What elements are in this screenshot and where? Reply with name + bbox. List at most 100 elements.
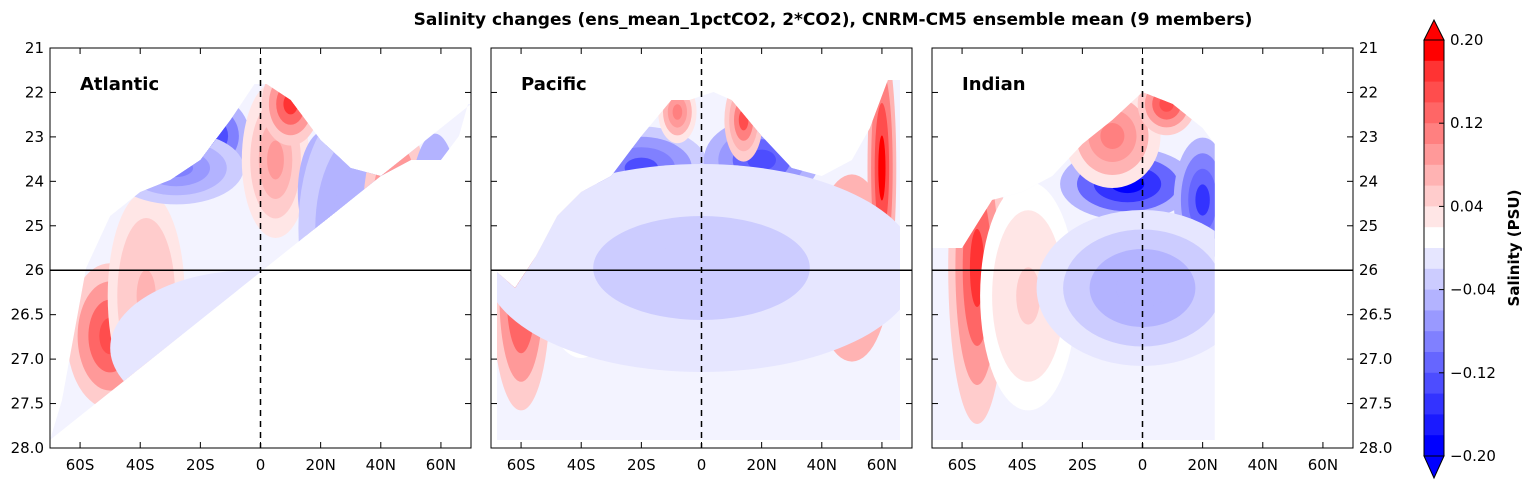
colorbar-cell xyxy=(1424,352,1444,374)
x-tick-label: 20S xyxy=(627,456,656,474)
y-tick-label: 25 xyxy=(25,217,44,235)
contour-blob xyxy=(747,149,776,171)
y-tick-label: 21 xyxy=(25,39,44,57)
colorbar-min-arrow xyxy=(1423,455,1445,480)
contour-blob xyxy=(461,175,469,201)
y-tick-label: 27.0 xyxy=(11,350,44,368)
colorbar-frame xyxy=(1423,39,1445,457)
contour-blob xyxy=(1116,268,1169,308)
y-tick-label: 23 xyxy=(25,128,44,146)
colorbar-cell xyxy=(1424,268,1444,291)
x-tick-label: 20S xyxy=(1068,456,1097,474)
basin-label: Indian xyxy=(962,74,1026,95)
contour-blob xyxy=(457,162,471,214)
contour-blob xyxy=(427,219,443,277)
contour-blob xyxy=(407,289,427,383)
colorbar-cell xyxy=(1424,164,1444,187)
y-tick-label-right: 26 xyxy=(1359,261,1378,279)
contour-blob xyxy=(159,158,194,178)
colorbar-cell xyxy=(1424,144,1444,166)
y-tick-label: 28.0 xyxy=(11,439,44,457)
contour-blob xyxy=(1100,123,1125,149)
colorbar-tick-label: −0.12 xyxy=(1450,364,1496,382)
x-tick-label: 0 xyxy=(256,456,266,474)
x-tick-label: 60S xyxy=(948,456,977,474)
x-tick-label: 40N xyxy=(366,456,396,474)
contour-blob xyxy=(379,170,413,286)
colorbar-cell xyxy=(1424,227,1444,249)
colorbar-cell xyxy=(1424,435,1444,457)
panels: Atlantic 60S 40S 20S 0 20N 40N 60N 21 22 23 24 25 26 2… xyxy=(11,39,1393,474)
colorbar-cell xyxy=(1424,310,1444,332)
contour-blob xyxy=(406,133,464,363)
contour-blob xyxy=(878,135,886,201)
x-tick-label: 0 xyxy=(697,456,707,474)
contour-blob xyxy=(370,142,422,314)
contour-blob xyxy=(412,312,422,360)
y-tick-label: 26.5 xyxy=(11,306,44,324)
y-tick-label-right: 23 xyxy=(1359,128,1378,146)
contour-blob xyxy=(1195,184,1210,216)
colorbar-tick-label: 0.12 xyxy=(1450,114,1483,132)
x-tick-label: 20N xyxy=(305,456,335,474)
colorbar-tick-label: −0.04 xyxy=(1450,281,1496,299)
contour-blob xyxy=(450,136,471,240)
colorbar-tick-label: 0.04 xyxy=(1450,197,1483,215)
colorbar-cell xyxy=(1424,40,1444,62)
x-tick-label: 60S xyxy=(507,456,536,474)
colorbar-cell xyxy=(1424,81,1444,103)
contour-blob xyxy=(298,98,434,358)
y-tick-label-right: 22 xyxy=(1359,83,1378,101)
contour-blob xyxy=(142,149,210,187)
x-tick-label: 40S xyxy=(567,456,596,474)
contour-blob xyxy=(267,140,284,180)
contour-blob xyxy=(413,162,457,334)
colorbar-cell xyxy=(1424,393,1444,415)
y-tick-label-right: 26.5 xyxy=(1359,306,1392,324)
x-tick-label: 60S xyxy=(66,456,95,474)
colorbar-cell xyxy=(1424,248,1444,270)
y-tick-label-right: 27.0 xyxy=(1359,350,1392,368)
contour-blob xyxy=(1016,267,1041,325)
x-tick-label: 20N xyxy=(1187,456,1217,474)
pacific-field xyxy=(497,80,900,440)
y-tick-label: 24 xyxy=(25,172,44,190)
colorbar-cell xyxy=(1424,331,1444,353)
y-tick-label-right: 28.0 xyxy=(1359,439,1392,457)
y-tick-label: 26 xyxy=(25,261,44,279)
contour-blob xyxy=(218,328,291,368)
x-tick-label: 20N xyxy=(746,456,776,474)
panel-pacific: Pacific 60S 40S 20S 0 20N 40N 60N xyxy=(490,47,913,474)
y-tick-label-right: 25 xyxy=(1359,217,1378,235)
colorbar-cell xyxy=(1424,123,1444,145)
y-tick-label-right: 24 xyxy=(1359,172,1378,190)
x-tick-label: 40S xyxy=(126,456,155,474)
contour-blob xyxy=(420,190,450,306)
contour-blob xyxy=(454,149,471,227)
x-tick-label: 40N xyxy=(1248,456,1278,474)
colorbar-cell xyxy=(1424,206,1444,228)
colorbar-cell xyxy=(1424,185,1444,207)
contour-blob xyxy=(672,104,683,120)
chart-title: Salinity changes (ens_mean_1pctCO2, 2*CO… xyxy=(414,10,1253,30)
contour-blob xyxy=(360,269,390,347)
contour-blob xyxy=(365,282,385,334)
contour-blob xyxy=(738,109,749,131)
y-tick-label: 22 xyxy=(25,83,44,101)
contour-blob xyxy=(370,295,380,321)
y-tick-label-right: 27.5 xyxy=(1359,395,1392,413)
x-tick-label: 40N xyxy=(807,456,837,474)
x-tick-label: 60N xyxy=(867,456,897,474)
contour-blob xyxy=(387,199,405,257)
colorbar-cell xyxy=(1424,414,1444,436)
contour-blob xyxy=(283,93,298,115)
x-tick-label: 60N xyxy=(426,456,456,474)
x-tick-label: 40S xyxy=(1008,456,1037,474)
colorbar-cell xyxy=(1424,372,1444,395)
basin-label: Atlantic xyxy=(80,74,159,95)
contour-blob xyxy=(402,265,432,407)
contour-blob xyxy=(362,113,430,343)
x-tick-label: 0 xyxy=(1138,456,1148,474)
y-tick-label-right: 21 xyxy=(1359,39,1378,57)
x-tick-label: 20S xyxy=(186,456,215,474)
